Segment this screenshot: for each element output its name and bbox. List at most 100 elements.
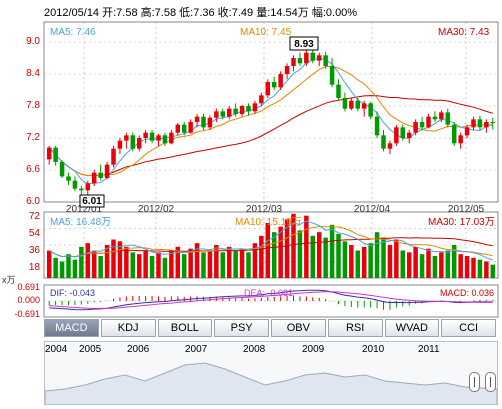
- volume-bar: [400, 250, 406, 278]
- tab-obv[interactable]: OBV: [271, 319, 326, 337]
- navigator-right-handle[interactable]: [485, 372, 496, 392]
- volume-bar: [342, 241, 348, 278]
- dea-line: [49, 291, 493, 309]
- volume-bar: [329, 224, 335, 278]
- volume-bar: [53, 257, 58, 278]
- price-tick-label: 6.0: [26, 196, 40, 207]
- tab-kdj[interactable]: KDJ: [100, 319, 156, 337]
- volume-bar: [85, 243, 91, 278]
- volume-bar: [361, 246, 367, 278]
- volume-bar: [336, 234, 341, 278]
- volume-bar: [117, 241, 123, 278]
- volume-bar: [226, 246, 232, 278]
- date-tick-label: 2012/01: [66, 204, 103, 215]
- date-tick-label: 2012/04: [354, 204, 391, 215]
- volume-bar: [445, 250, 451, 278]
- candle-body: [201, 116, 206, 128]
- price-tick-label: 8.4: [26, 68, 40, 79]
- volume-bar: [259, 235, 264, 278]
- macd-tick-label: -0.691: [14, 309, 40, 319]
- volume-bar: [291, 213, 296, 278]
- volume-bar: [464, 256, 470, 278]
- candle-body: [413, 122, 418, 133]
- candle-body: [53, 147, 58, 162]
- volume-bar: [175, 246, 181, 278]
- candle-body: [181, 124, 187, 133]
- volume-bar: [130, 252, 136, 278]
- navigator-year-label: 2008: [243, 344, 266, 355]
- volume-bar: [143, 250, 148, 278]
- candle-body: [226, 108, 232, 117]
- navigator-year-label: 2006: [127, 344, 150, 355]
- tab-macd[interactable]: MACD: [44, 319, 99, 337]
- dif-line: [49, 289, 493, 311]
- volume-tick-label: 72: [29, 211, 41, 222]
- candle-body: [291, 58, 296, 66]
- volume-bar: [246, 252, 251, 278]
- navigator-year-label: 2007: [185, 344, 208, 355]
- volume-bar: [98, 256, 103, 278]
- candle-body: [59, 162, 65, 177]
- volume-bar: [458, 254, 463, 278]
- volume-bar: [79, 246, 84, 278]
- volume-bar: [233, 250, 238, 278]
- tab-wvad[interactable]: WVAD: [384, 319, 440, 337]
- volume-bar: [136, 254, 142, 278]
- volume-bar: [66, 254, 71, 278]
- volume-bar: [201, 252, 206, 278]
- volume-bars: [46, 213, 496, 278]
- candlesticks[interactable]: [46, 45, 496, 202]
- candle-body: [419, 122, 425, 128]
- candle-body: [284, 66, 290, 74]
- volume-tick-label: 36: [29, 245, 41, 256]
- volume-ma30-legend: MA30: 17.03万: [428, 217, 495, 228]
- volume-bar: [162, 257, 168, 278]
- candle-body: [169, 132, 174, 144]
- macd-lines: [48, 289, 494, 311]
- tab-psy[interactable]: PSY: [214, 319, 269, 337]
- price-tick-label: 6.6: [26, 164, 40, 175]
- navigator-left-handle[interactable]: [469, 372, 480, 392]
- volume-bar: [413, 246, 418, 278]
- candle-body: [445, 112, 451, 125]
- candle-body: [329, 66, 335, 85]
- volume-unit-label: x万: [2, 275, 16, 285]
- candle-body: [484, 122, 489, 128]
- volume-bar: [156, 252, 161, 278]
- volume-bar: [169, 250, 174, 278]
- candle-body: [111, 148, 116, 165]
- tab-boll[interactable]: BOLL: [157, 319, 213, 337]
- candle-body: [304, 52, 309, 64]
- volume-tick-label: 18: [29, 262, 41, 273]
- time-range-navigator[interactable]: 2004 2005 2006 2007 2008 2009 2010 2011: [44, 341, 498, 405]
- volume-bar: [451, 245, 457, 278]
- stock-chart-svg[interactable]: 9.0 8.4 7.8 7.2 6.6 6.0 2012/01 2012/02 …: [0, 0, 502, 320]
- volume-ma5-legend: MA5: 16.48万: [50, 217, 111, 228]
- candle-body: [130, 135, 136, 149]
- volume-bar: [381, 237, 386, 278]
- volume-bar: [349, 245, 354, 278]
- volume-bar: [194, 243, 200, 278]
- candle-body: [336, 84, 341, 98]
- ma5-legend: MA5: 7.46: [50, 27, 96, 38]
- volume-bar: [387, 245, 393, 278]
- ma10-legend: MA10: 7.45: [240, 27, 292, 38]
- volume-bar: [316, 232, 322, 278]
- volume-bar: [207, 250, 213, 278]
- tab-cci[interactable]: CCI: [441, 319, 496, 337]
- candle-body: [188, 122, 193, 133]
- candle-body: [361, 103, 367, 109]
- tab-rsi[interactable]: RSI: [327, 319, 383, 337]
- price-tick-label: 7.2: [26, 132, 40, 143]
- candle-body: [426, 116, 431, 128]
- candle-body: [214, 111, 219, 118]
- candle-body: [252, 103, 258, 112]
- volume-bar: [265, 223, 271, 278]
- candle-body: [316, 55, 322, 61]
- candle-body: [91, 172, 97, 184]
- candle-body: [246, 106, 251, 112]
- candle-body: [265, 82, 271, 96]
- candle-body: [207, 117, 213, 128]
- candle-body: [85, 183, 91, 191]
